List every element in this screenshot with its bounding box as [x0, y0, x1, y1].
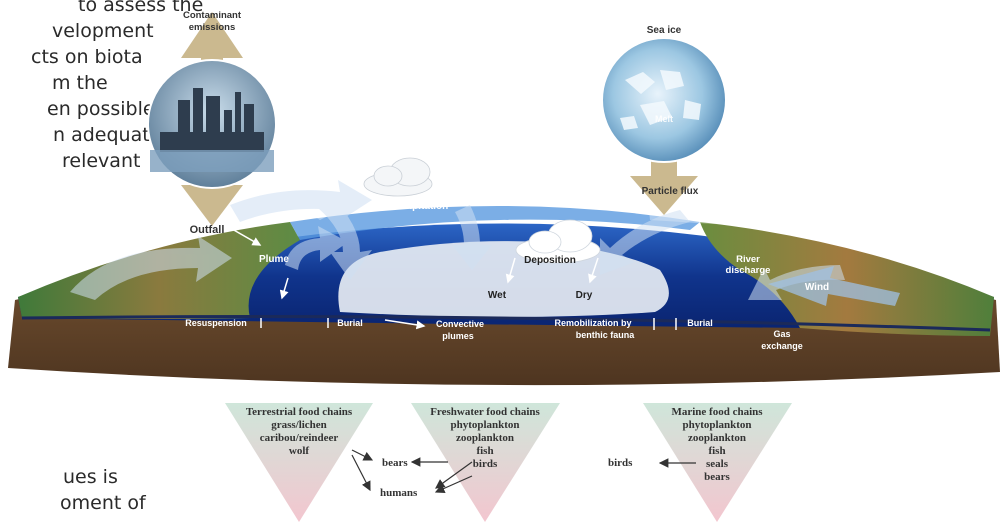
side-line: to assess the: [78, 0, 204, 16]
land-right: [700, 222, 994, 336]
label-contaminant-emissions-1: Contaminant: [183, 10, 242, 21]
consumer-bears: bears: [382, 457, 408, 469]
food-chain-title: Marine food chains: [671, 406, 763, 418]
sea-surface: [290, 206, 700, 240]
label-remobilization-1: Remobilization by: [554, 318, 631, 328]
food-chain-title: Freshwater food chains: [430, 406, 540, 418]
label-sea-ice: Sea ice: [647, 25, 682, 36]
food-chain-marine: Marine food chains phytoplankton zooplan…: [643, 403, 792, 522]
label-precipitation: Precipitation: [388, 201, 449, 212]
label-gas-exchange-2: exchange: [761, 341, 803, 351]
side-line: en possible: [47, 98, 155, 120]
side-line: ues is: [63, 466, 118, 488]
wind-arrow: [768, 266, 900, 306]
side-text-bottom: ues is oment of: [60, 464, 146, 516]
label-plume: Plume: [259, 254, 289, 265]
label-convective-plumes-1: Convective: [436, 319, 484, 329]
label-wind: Wind: [805, 282, 829, 293]
side-text-top: to assess the velopment cts on biota m t…: [0, 0, 203, 174]
side-line: velopment: [52, 20, 154, 42]
consumer-humans: humans: [380, 487, 418, 499]
side-line: cts on biota: [31, 46, 143, 68]
food-chain-item: seals: [706, 458, 729, 470]
label-wet: Wet: [488, 290, 507, 301]
water-mass: [338, 241, 669, 317]
label-river-discharge-1: River: [736, 254, 760, 265]
label-river-discharge-2: discharge: [726, 265, 771, 276]
label-resuspension: Resuspension: [185, 318, 247, 328]
label-burial-left: Burial: [337, 318, 363, 328]
food-chain-item: caribou/reindeer: [260, 432, 339, 444]
food-chain-item: wolf: [289, 445, 310, 457]
factory-icon: [160, 88, 264, 152]
side-line: n adequate: [53, 124, 162, 146]
side-line: m the: [52, 72, 108, 94]
process-arrows: [224, 224, 677, 330]
label-gas-exchange-1: Gas: [773, 329, 790, 339]
food-chain-item: grass/lichen: [271, 419, 327, 431]
food-chain-item: phytoplankton: [682, 419, 751, 431]
label-convective-plumes-2: plumes: [442, 331, 474, 341]
label-outfall: Outfall: [190, 224, 225, 236]
food-chain-title: Terrestrial food chains: [246, 406, 353, 418]
food-web-arrows: [351, 449, 696, 493]
side-line: relevant: [62, 150, 141, 172]
label-contaminant-emissions-2: emissions: [189, 22, 235, 33]
sea-ice-source: [601, 37, 727, 215]
food-chain-item: zooplankton: [688, 432, 746, 444]
label-remobilization-2: benthic fauna: [576, 330, 635, 340]
food-chain-item: phytoplankton: [450, 419, 519, 431]
food-chain-item: zooplankton: [456, 432, 514, 444]
food-chain-terrestrial: Terrestrial food chains grass/lichen car…: [225, 403, 373, 522]
food-chain-item: bears: [704, 471, 730, 483]
sea-ice-image: [601, 37, 727, 163]
contaminant-source: [147, 12, 277, 226]
label-melt: Melt: [655, 114, 673, 124]
label-dry: Dry: [576, 290, 593, 301]
cloud-icon: [363, 157, 433, 197]
food-chain-item: birds: [473, 458, 498, 470]
label-deposition: Deposition: [524, 255, 576, 266]
label-particle-flux: Particle flux: [642, 186, 699, 197]
cloud-icon: [515, 219, 601, 264]
side-line: oment of: [60, 492, 146, 514]
food-chain-item: fish: [476, 445, 493, 457]
consumer-birds: birds: [608, 457, 633, 469]
seafloor-line: [21, 315, 991, 332]
food-chain-item: fish: [708, 445, 725, 457]
label-burial-right: Burial: [687, 318, 713, 328]
earth-cross-section: [8, 206, 1000, 386]
food-chain-freshwater: Freshwater food chains phytoplankton zoo…: [411, 403, 560, 522]
